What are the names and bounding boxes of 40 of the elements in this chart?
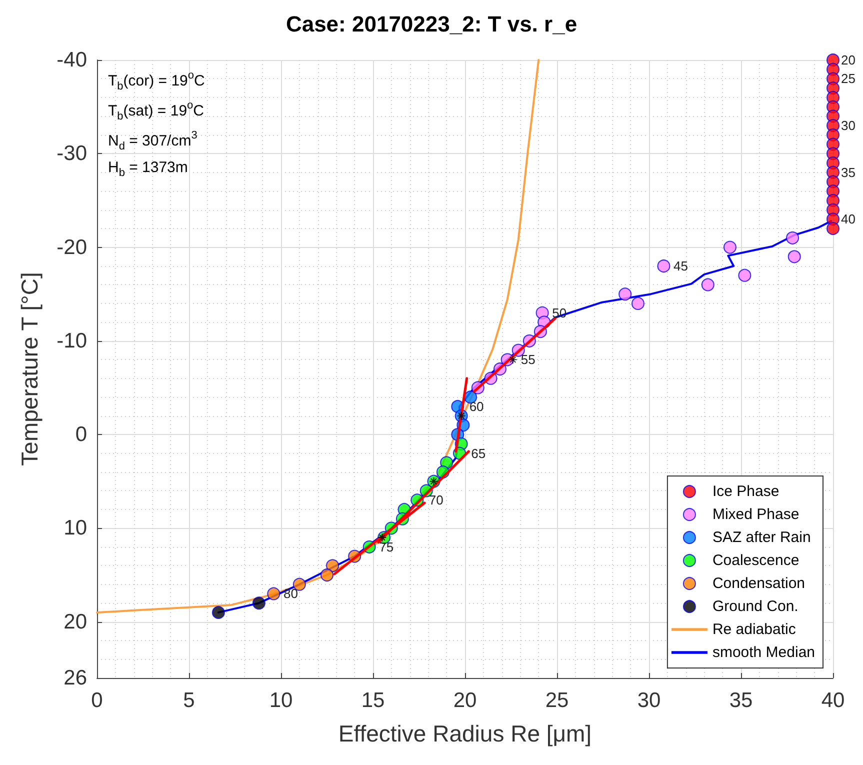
y-tick-label: 10: [64, 516, 87, 540]
annotation: 25: [841, 71, 856, 86]
annotation: 20: [841, 52, 856, 68]
legend-label: Ice Phase: [712, 483, 780, 500]
x-axis-title: Effective Radius Re [μm]: [338, 720, 592, 746]
legend-label: Ground Con.: [712, 598, 798, 615]
y-axis-title: Temperature T [°C]: [16, 272, 42, 466]
x-tick-label: 15: [361, 689, 385, 712]
x-tick-label: 20: [453, 689, 477, 712]
legend-label: Condensation: [712, 575, 806, 592]
legend-label: Coalescence: [712, 552, 800, 569]
y-tick-label: -10: [56, 329, 87, 352]
y-tick-label: -40: [56, 48, 87, 72]
y-tick-label: 26: [64, 666, 87, 690]
legend-label: Re adiabatic: [712, 621, 796, 638]
y-tick-label: -30: [56, 142, 87, 166]
annotation: 40: [841, 212, 856, 227]
x-tick-label: 40: [821, 689, 845, 712]
annotation: 65: [471, 446, 486, 461]
y-tick-label: 0: [75, 423, 87, 446]
annotation: 45: [674, 258, 688, 274]
y-tick-label: 20: [64, 610, 87, 634]
annotation: 70: [428, 492, 444, 508]
legend-label: SAZ after Rain: [712, 529, 811, 546]
x-tick-label: 0: [91, 689, 103, 712]
legend-label: Mixed Phase: [712, 506, 800, 523]
annotation: 55: [520, 352, 536, 368]
x-tick-label: 10: [269, 689, 293, 712]
x-tick-label: 30: [637, 689, 661, 712]
x-tick-label: 5: [183, 689, 195, 712]
annotation: 80: [283, 586, 298, 602]
x-tick-label: 25: [545, 689, 569, 712]
chart-title: Case: 20170223_2: T vs. r_e: [286, 12, 578, 36]
annotation: 60: [469, 398, 484, 414]
y-tick-label: -20: [56, 236, 87, 259]
annotation: 35: [841, 164, 856, 180]
x-tick-label: 35: [729, 689, 753, 712]
annotation: 30: [841, 118, 856, 134]
legend-label: smooth Median: [712, 644, 816, 661]
annotation: 75: [379, 539, 394, 554]
